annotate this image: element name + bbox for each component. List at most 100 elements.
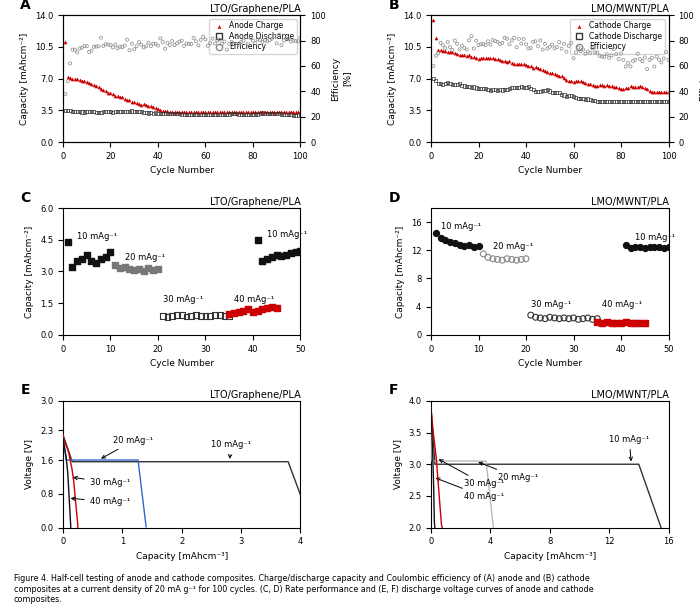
Point	[552, 42, 563, 52]
Point	[129, 265, 140, 275]
Point	[136, 107, 147, 117]
Point	[176, 310, 188, 320]
Point	[226, 107, 237, 117]
Point	[233, 307, 244, 317]
Point	[86, 256, 97, 266]
Point	[231, 32, 242, 42]
Point	[267, 303, 278, 312]
Point	[62, 72, 74, 82]
Point	[276, 251, 287, 260]
Point	[504, 56, 515, 66]
Point	[211, 107, 223, 117]
Point	[155, 106, 166, 115]
Point	[430, 51, 442, 61]
Point	[76, 77, 88, 87]
Point	[76, 107, 88, 117]
Point	[274, 109, 285, 118]
Y-axis label: Voltage [V]: Voltage [V]	[25, 439, 34, 489]
Point	[223, 107, 235, 117]
Text: C: C	[20, 191, 31, 205]
Point	[174, 107, 185, 117]
Point	[625, 81, 636, 91]
Point	[211, 110, 223, 120]
Point	[252, 235, 263, 245]
Point	[255, 35, 266, 45]
Point	[288, 110, 299, 120]
Point	[295, 107, 306, 117]
Point	[247, 307, 258, 317]
Point	[582, 313, 594, 323]
Point	[649, 242, 660, 252]
Point	[501, 34, 512, 43]
Point	[606, 82, 617, 92]
Point	[216, 39, 228, 49]
Point	[452, 49, 463, 59]
Point	[658, 243, 669, 253]
Point	[262, 109, 273, 119]
Point	[651, 96, 662, 106]
Point	[150, 102, 161, 112]
Point	[281, 107, 292, 117]
Point	[637, 96, 648, 106]
Point	[520, 254, 531, 264]
Point	[219, 109, 230, 119]
Point	[221, 109, 232, 119]
Point	[240, 107, 251, 117]
Point	[504, 84, 515, 93]
Point	[98, 85, 109, 95]
Point	[559, 39, 570, 49]
Point	[501, 254, 512, 264]
Point	[661, 47, 672, 57]
Point	[497, 56, 508, 66]
Point	[81, 77, 92, 87]
Point	[281, 249, 292, 259]
Point	[637, 56, 648, 66]
Point	[525, 62, 536, 71]
Point	[204, 311, 216, 321]
Point	[100, 252, 111, 262]
Point	[71, 107, 83, 117]
Point	[606, 51, 617, 60]
Point	[200, 310, 211, 320]
Point	[447, 47, 458, 57]
Point	[523, 82, 534, 92]
Point	[482, 84, 493, 94]
Point	[485, 40, 496, 49]
Point	[276, 107, 287, 117]
Point	[482, 52, 493, 62]
Point	[561, 92, 572, 101]
Point	[615, 96, 626, 106]
Point	[267, 107, 278, 117]
Point	[114, 264, 125, 273]
Point	[530, 312, 541, 322]
Point	[293, 37, 304, 46]
Point	[186, 107, 197, 117]
Point	[105, 107, 116, 117]
Text: 30 mAg⁻¹: 30 mAg⁻¹	[162, 295, 203, 304]
Point	[98, 41, 109, 51]
Point	[578, 45, 589, 54]
Point	[176, 107, 188, 117]
X-axis label: Cycle Number: Cycle Number	[518, 167, 582, 175]
Point	[288, 35, 299, 45]
Point	[64, 73, 76, 82]
Point	[663, 96, 674, 106]
Point	[183, 110, 195, 120]
Point	[269, 107, 280, 117]
Point	[235, 37, 246, 47]
Point	[126, 38, 137, 48]
Point	[200, 35, 211, 45]
Point	[575, 76, 586, 86]
Point	[641, 84, 652, 94]
Point	[622, 96, 634, 106]
Point	[618, 96, 629, 106]
Point	[60, 38, 71, 48]
Point	[178, 107, 190, 117]
Point	[122, 35, 133, 45]
Point	[587, 80, 598, 90]
X-axis label: Cycle Number: Cycle Number	[150, 167, 213, 175]
Point	[176, 109, 188, 119]
Point	[157, 311, 168, 321]
Point	[530, 63, 541, 73]
Point	[615, 318, 626, 328]
